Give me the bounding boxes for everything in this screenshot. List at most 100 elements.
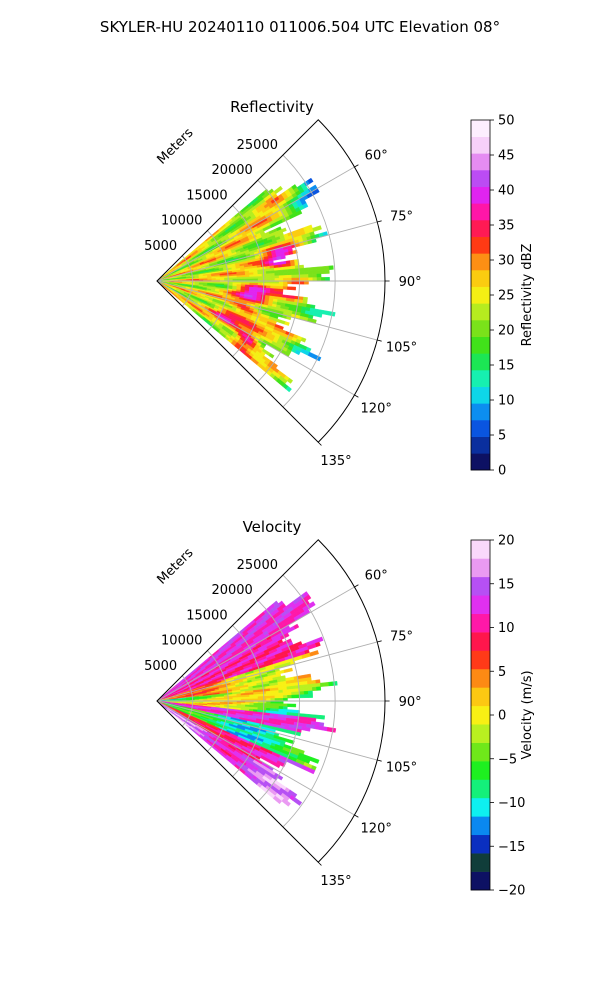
radar-gate — [307, 177, 314, 185]
colorbar-swatch — [471, 724, 490, 743]
radar-gate — [278, 269, 284, 274]
radar-gate — [325, 277, 330, 282]
radar-gate — [291, 286, 297, 291]
radar-gate — [280, 255, 286, 260]
angle-tick — [377, 640, 382, 643]
radar-gate — [282, 706, 288, 710]
radar-gate — [249, 696, 255, 700]
radar-gate — [332, 681, 338, 686]
radar-gate — [304, 694, 309, 698]
radar-gate — [320, 682, 325, 687]
colorbar-swatch — [471, 220, 490, 237]
radar-gate — [281, 227, 287, 233]
radar-gate — [257, 276, 263, 280]
radar-gate — [312, 277, 318, 282]
radar-gate — [253, 696, 259, 700]
radar-gate — [308, 270, 313, 275]
radar-gate — [266, 693, 271, 697]
colorbar-label: Reflectivity dBZ — [520, 244, 535, 347]
radar-gate — [302, 202, 309, 209]
radar-gate — [278, 283, 284, 287]
azimuth-gridline — [156, 280, 378, 341]
radar-gate — [253, 276, 259, 280]
colorbar-tick-label: 20 — [498, 324, 515, 339]
colorbar-tick-label: −10 — [498, 796, 525, 811]
angle-tick-label: 90° — [399, 275, 422, 290]
radar-gate — [270, 693, 275, 697]
radar-gate — [316, 225, 322, 231]
azimuth-gridline — [156, 221, 378, 282]
radar-gate — [318, 725, 324, 731]
colorbar-swatch — [471, 370, 490, 387]
radar-gate — [291, 691, 297, 696]
angle-tick-label: 60° — [365, 569, 388, 584]
radial-tick-label: 25000 — [237, 138, 278, 153]
radar-gate — [307, 267, 313, 272]
radar-gate — [324, 269, 330, 274]
radar-gate — [311, 683, 317, 688]
radar-gate — [291, 274, 297, 279]
radar-gate — [320, 266, 326, 271]
angle-tick — [354, 394, 359, 398]
radar-gate — [304, 274, 309, 278]
angle-tick-label: 60° — [365, 149, 388, 164]
radar-gate — [245, 696, 250, 700]
angle-tick — [354, 164, 359, 168]
radar-gate — [266, 283, 271, 287]
colorbar-swatch — [471, 742, 490, 762]
radar-gate — [299, 264, 305, 269]
radial-axis-label: Meters — [155, 545, 197, 587]
radar-gate — [290, 688, 296, 693]
colorbar-swatch — [471, 558, 490, 578]
radar-gate — [299, 274, 305, 279]
reflectivity-panel: 50001000015000200002500060°75°90°105°120… — [144, 98, 535, 479]
radar-gate — [282, 275, 288, 279]
colorbar-swatch — [471, 236, 490, 254]
radar-gate — [278, 286, 284, 290]
angle-tick — [317, 441, 322, 446]
radar-gate — [274, 275, 280, 279]
radar-gate — [315, 679, 321, 684]
angle-tick-label: 135° — [320, 454, 351, 469]
radar-gate — [276, 185, 283, 192]
radar-gate — [320, 715, 325, 720]
radar-gate — [270, 695, 276, 699]
radar-gate — [311, 679, 317, 685]
radar-gate — [282, 272, 288, 276]
radar-gate — [270, 283, 276, 287]
colorbar-tick-label: 35 — [498, 219, 515, 234]
colorbar-tick-label: 10 — [498, 394, 515, 409]
radar-gate — [236, 697, 242, 700]
radar-gate — [317, 312, 323, 318]
panel-title: Velocity — [243, 518, 302, 536]
radar-gate — [257, 693, 263, 697]
radar-gate — [268, 353, 275, 359]
angle-tick-label: 75° — [390, 630, 413, 645]
angle-tick-label: 120° — [361, 402, 392, 417]
radar-gate — [296, 209, 303, 216]
colorbar-tick-label: 45 — [498, 149, 515, 164]
radar-gate — [307, 683, 313, 689]
colorbar-swatch — [471, 120, 490, 137]
colorbar-tick-label: 10 — [498, 621, 515, 636]
colorbar-swatch — [471, 816, 490, 836]
radar-gate — [270, 275, 276, 279]
radar-gate — [257, 696, 263, 700]
colorbar-swatch — [471, 453, 490, 471]
radar-gate — [311, 686, 317, 692]
radar-gate — [308, 274, 313, 278]
radar-gate — [315, 682, 321, 688]
radar-gate — [266, 703, 271, 707]
radar-gate — [328, 265, 334, 270]
colorbar-swatch — [471, 540, 490, 559]
colorbar-swatch — [471, 613, 490, 633]
colorbar-swatch — [471, 170, 490, 187]
colorbar-swatch — [471, 650, 490, 670]
radar-gate — [266, 275, 271, 279]
radar-gate — [316, 266, 322, 271]
radar-gate — [257, 282, 263, 286]
radar-gate — [299, 277, 305, 282]
radar-gate — [303, 687, 309, 692]
radar-gate — [274, 703, 280, 707]
